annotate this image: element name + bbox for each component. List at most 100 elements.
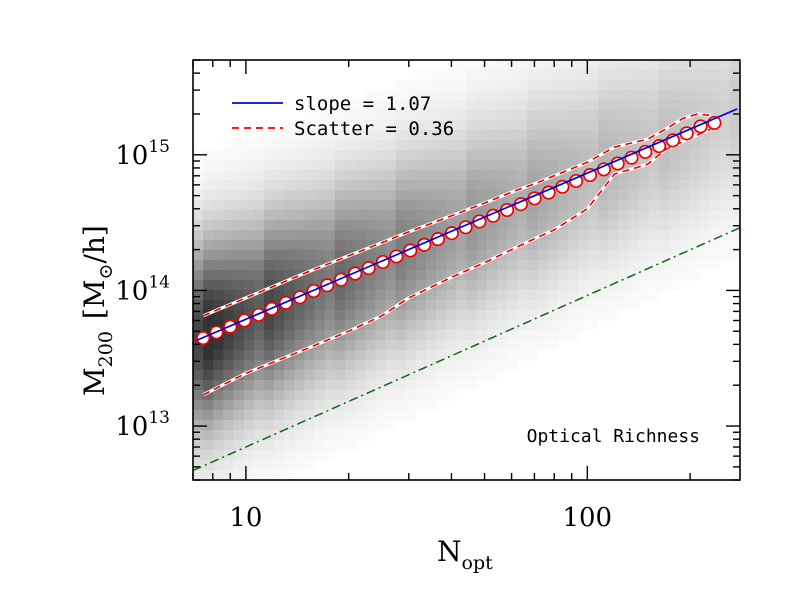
density-cell — [577, 230, 589, 241]
density-cell — [415, 110, 427, 121]
density-cell — [203, 450, 214, 461]
density-cell — [699, 220, 711, 231]
density-cell — [628, 220, 640, 231]
density-cell — [263, 130, 275, 141]
density-cell — [598, 130, 609, 141]
density-cell — [588, 100, 599, 111]
density-cell — [344, 110, 356, 121]
density-cell — [598, 210, 609, 221]
density-cell — [334, 310, 346, 321]
density-cell — [476, 350, 488, 361]
density-cell — [577, 190, 589, 201]
density-cell — [567, 90, 579, 101]
density-cell — [233, 450, 245, 461]
density-cell — [314, 440, 326, 451]
density-cell — [638, 230, 650, 241]
density-cell — [395, 240, 407, 251]
density-cell — [719, 130, 731, 141]
density-cell — [395, 260, 407, 271]
density-cell — [385, 270, 396, 281]
density-cell — [243, 240, 255, 251]
density-cell — [324, 400, 336, 411]
density-cell — [557, 130, 569, 141]
density-cell — [669, 250, 680, 261]
density-cell — [243, 330, 255, 341]
density-cell — [274, 380, 285, 391]
density-cell — [547, 280, 559, 291]
density-cell — [344, 210, 356, 221]
density-cell — [436, 190, 447, 201]
density-cell — [213, 410, 224, 421]
density-cell — [709, 70, 721, 81]
density-cell — [385, 310, 396, 321]
density-cell — [476, 250, 488, 261]
density-cell — [588, 280, 599, 291]
density-cell — [527, 230, 538, 241]
density-cell — [314, 420, 326, 431]
density-cell — [375, 200, 386, 211]
density-cell — [466, 370, 478, 381]
density-cell — [496, 230, 508, 241]
density-cell — [314, 280, 326, 291]
density-cell — [577, 130, 589, 141]
density-cell — [527, 350, 538, 361]
density-cell — [486, 290, 498, 301]
density-cell — [588, 250, 599, 261]
density-cell — [284, 370, 295, 381]
density-cell — [395, 170, 407, 181]
density-cell — [294, 420, 305, 431]
density-cell — [507, 260, 518, 271]
density-cell — [425, 380, 437, 391]
density-cell — [719, 190, 731, 201]
density-cell — [405, 190, 417, 201]
density-cell — [213, 210, 224, 221]
density-cell — [598, 250, 609, 261]
density-cell — [274, 420, 285, 431]
density-cell — [436, 90, 447, 101]
density-cell — [638, 110, 650, 121]
density-cell — [314, 180, 326, 191]
density-cell — [355, 110, 366, 121]
density-cell — [567, 300, 579, 311]
density-cell — [507, 110, 518, 121]
density-cell — [709, 110, 721, 121]
density-cell — [466, 250, 478, 261]
density-cell — [355, 120, 366, 131]
density-cell — [355, 210, 366, 221]
density-cell — [446, 330, 457, 341]
density-cell — [274, 210, 285, 221]
density-cell — [344, 340, 356, 351]
density-cell — [213, 430, 224, 441]
density-cell — [385, 190, 396, 201]
density-cell — [274, 350, 285, 361]
density-cell — [263, 440, 275, 451]
density-cell — [588, 150, 599, 161]
density-cell — [588, 60, 599, 71]
density-cell — [608, 190, 619, 201]
density-cell — [527, 340, 538, 351]
density-cell — [213, 320, 224, 331]
density-cell — [365, 200, 376, 211]
density-cell — [679, 120, 690, 131]
density-cell — [598, 220, 609, 231]
density-cell — [385, 300, 396, 311]
density-cell — [648, 280, 660, 291]
density-cell — [537, 140, 548, 151]
density-cell — [223, 390, 234, 401]
density-cell — [517, 150, 528, 161]
density-cell — [263, 180, 275, 191]
density-cell — [436, 130, 447, 141]
density-cell — [588, 230, 599, 241]
density-cell — [446, 370, 457, 381]
density-cell — [243, 170, 255, 181]
density-cell — [263, 420, 275, 431]
density-cell — [243, 460, 255, 471]
density-cell — [415, 190, 427, 201]
density-cell — [507, 300, 518, 311]
density-cell — [284, 410, 295, 421]
density-cell — [598, 270, 609, 281]
density-cell — [658, 120, 670, 131]
density-cell — [588, 140, 599, 151]
density-cell — [537, 110, 548, 121]
density-cell — [537, 160, 548, 171]
